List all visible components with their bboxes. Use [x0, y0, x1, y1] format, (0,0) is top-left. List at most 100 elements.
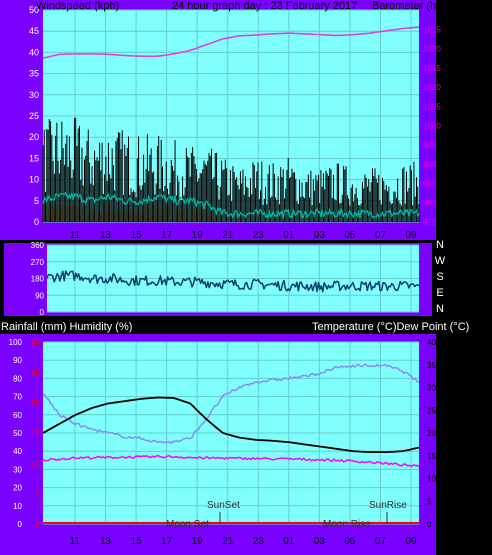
direction-tick-label: 270	[31, 258, 45, 267]
dewpoint-line	[42, 454, 420, 468]
wind-y-tick-label: 50	[29, 5, 39, 15]
rainfall-tick-label: 15	[31, 429, 40, 438]
wind-x-tick-label: 21	[222, 230, 234, 241]
compass-label: N	[436, 239, 444, 251]
barometer-tick-label: 1005	[423, 102, 441, 111]
temp-dewpoint-axis-title: Temperature (°C)Dew Point (°C)	[312, 321, 469, 333]
wind-x-tick-label: 05	[344, 230, 356, 241]
direction-series	[46, 270, 420, 293]
temperature-tick-label: 25	[427, 406, 436, 415]
wind-direction-line	[46, 270, 420, 293]
climate-series	[42, 363, 420, 524]
barometer-tick-label: 975	[423, 218, 437, 227]
temperature-tick-label: 40	[427, 338, 436, 347]
compass-label: E	[436, 287, 443, 299]
humidity-tick-label: 60	[13, 411, 22, 420]
wind-x-tick-label: 17	[161, 230, 173, 241]
climate-x-tick-label: 09	[405, 536, 417, 547]
direction-tick-label: 90	[35, 291, 44, 300]
temperature-tick-label: 15	[427, 452, 436, 461]
barometer-tick-label: 1025	[423, 25, 441, 34]
temperature-line	[42, 396, 420, 454]
rainfall-tick-label: 30	[31, 338, 40, 347]
climate-x-tick-label: 21	[222, 536, 234, 547]
wind-x-tick-label: 01	[283, 230, 295, 241]
temperature-tick-label: 35	[427, 361, 436, 370]
humidity-tick-label: 30	[13, 465, 22, 474]
rainfall-tick-label: 10	[31, 459, 40, 468]
wind-x-tick-label: 13	[100, 230, 112, 241]
temperature-tick-label: 0	[427, 520, 432, 529]
barometer-tick-label: 990	[423, 160, 437, 169]
rainfall-tick-label: 20	[31, 399, 40, 408]
temperature-tick-label: 30	[427, 384, 436, 393]
moon-set-label: Moon Set	[166, 519, 209, 530]
sunrise-label: SunRise	[369, 500, 407, 511]
climate-x-tick-label: 07	[375, 536, 387, 547]
humidity-tick-label: 90	[13, 356, 22, 365]
wind-x-tick-label: 11	[70, 230, 81, 241]
barometer-tick-label: 980	[423, 199, 437, 208]
wind-y-tick-label: 30	[29, 90, 39, 100]
humidity-tick-label: 10	[13, 502, 22, 511]
barometer-line	[42, 26, 420, 59]
wind-y-tick-label: 35	[29, 69, 39, 79]
wind-x-tick-label: 03	[314, 230, 326, 241]
moon-rise-label: Moon Rise	[323, 519, 371, 530]
humidity-line	[42, 363, 420, 444]
climate-x-tick-label: 13	[100, 536, 112, 547]
temperature-tick-label: 5	[427, 497, 432, 506]
barometer-tick-label: 1010	[423, 83, 441, 92]
compass-label: S	[436, 271, 443, 283]
wind-y-tick-label: 15	[29, 153, 39, 163]
climate-x-tick-label: 03	[314, 536, 326, 547]
rainfall-tick-label: 0	[36, 520, 41, 529]
direction-tick-label: 0	[40, 308, 45, 317]
compass-label: N	[436, 303, 444, 315]
wind-y-tick-label: 0	[34, 217, 39, 227]
graph-title: 24 hour graph day : 23 February 2017	[172, 0, 357, 12]
wind-y-tick-label: 40	[29, 47, 39, 57]
axis-labels: 1111131315151717191921212323010103030505…	[9, 5, 446, 547]
barometer-axis-title: Barometer (hpa)	[372, 0, 452, 12]
humidity-tick-label: 0	[18, 520, 23, 529]
climate-x-tick-label: 17	[161, 536, 173, 547]
wind-x-tick-label: 07	[375, 230, 387, 241]
barometer-tick-label: 1020	[423, 45, 441, 54]
wind-x-tick-label: 15	[131, 230, 143, 241]
wind-y-tick-label: 10	[29, 175, 39, 185]
rain-humidity-axis-title: Rainfall (mm) Humidity (%)	[1, 321, 132, 333]
climate-x-tick-label: 11	[70, 536, 81, 547]
barometer-tick-label: 1015	[423, 64, 441, 73]
wind-y-tick-label: 25	[29, 111, 39, 121]
humidity-tick-label: 80	[13, 374, 22, 383]
wind-x-tick-label: 09	[405, 230, 417, 241]
climate-x-tick-label: 05	[344, 536, 356, 547]
humidity-tick-label: 100	[9, 338, 23, 347]
humidity-tick-label: 50	[13, 429, 22, 438]
barometer-tick-label: 995	[423, 141, 437, 150]
climate-x-tick-label: 15	[131, 536, 143, 547]
compass-label: W	[435, 255, 446, 267]
direction-grid	[47, 244, 419, 313]
temperature-tick-label: 10	[427, 475, 436, 484]
rainfall-tick-label: 25	[31, 368, 40, 377]
temperature-tick-label: 20	[427, 429, 436, 438]
wind-y-tick-label: 5	[34, 196, 39, 206]
climate-x-tick-label: 23	[253, 536, 265, 547]
wind-x-tick-label: 19	[192, 230, 204, 241]
wind-y-tick-label: 20	[29, 132, 39, 142]
windspeed-axis-title: Windspeed (kph)	[36, 0, 119, 12]
wind-y-tick-label: 45	[29, 26, 39, 36]
rainfall-tick-label: 5	[36, 490, 41, 499]
wind-series	[42, 26, 420, 222]
humidity-tick-label: 70	[13, 393, 22, 402]
barometer-tick-label: 1000	[423, 122, 441, 131]
climate-x-tick-label: 01	[283, 536, 295, 547]
barometer-tick-label: 985	[423, 179, 437, 188]
wind-x-tick-label: 23	[253, 230, 265, 241]
direction-tick-label: 180	[31, 275, 45, 284]
humidity-tick-label: 40	[13, 447, 22, 456]
climate-x-tick-label: 19	[192, 536, 204, 547]
